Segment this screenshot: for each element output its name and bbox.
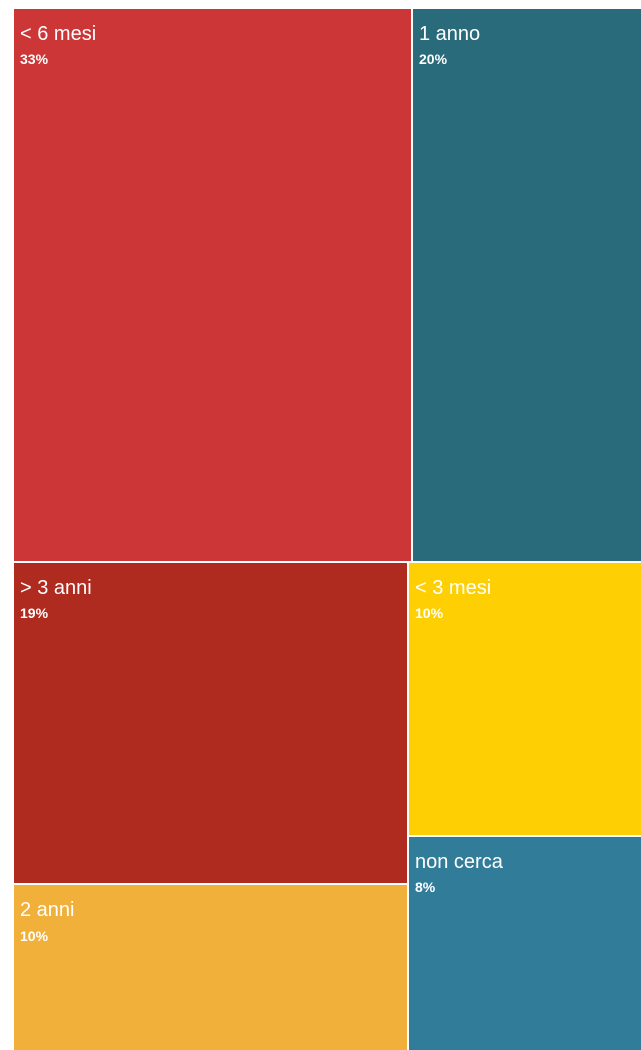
treemap-tile-lt-3-mesi[interactable]: < 3 mesi 10% (409, 563, 641, 835)
tile-label-non-cerca: non cerca (415, 851, 504, 873)
treemap-tile-1-anno[interactable]: 1 anno 20% (413, 9, 641, 561)
treemap-tile-non-cerca[interactable]: non cerca 8% (409, 837, 641, 1050)
tile-value-2-anni: 10% (20, 928, 49, 944)
tile-value-1-anno: 20% (419, 51, 448, 67)
tile-value-lt-3-mesi: 10% (415, 605, 444, 621)
tile-label-lt-3-mesi: < 3 mesi (415, 577, 491, 599)
tile-value-gt-3-anni: 19% (20, 605, 49, 621)
tile-label-2-anni: 2 anni (20, 899, 75, 921)
tile-value-lt-6-mesi: 33% (20, 51, 49, 67)
tile-value-non-cerca: 8% (415, 879, 436, 895)
tile-rect-2-anni (14, 885, 407, 1050)
tile-label-gt-3-anni: > 3 anni (20, 577, 92, 599)
treemap-tile-gt-3-anni[interactable]: > 3 anni 19% (14, 563, 407, 883)
treemap-tile-2-anni[interactable]: 2 anni 10% (14, 885, 407, 1050)
treemap-tile-lt-6-mesi[interactable]: < 6 mesi 33% (14, 9, 411, 561)
tile-label-1-anno: 1 anno (419, 23, 480, 45)
tile-rect-1-anno (413, 9, 641, 561)
tile-label-lt-6-mesi: < 6 mesi (20, 23, 96, 45)
tile-rect-non-cerca (409, 837, 641, 1050)
tile-rect-lt-3-mesi (409, 563, 641, 835)
tile-rect-gt-3-anni (14, 563, 407, 883)
tile-rect-lt-6-mesi (14, 9, 411, 561)
